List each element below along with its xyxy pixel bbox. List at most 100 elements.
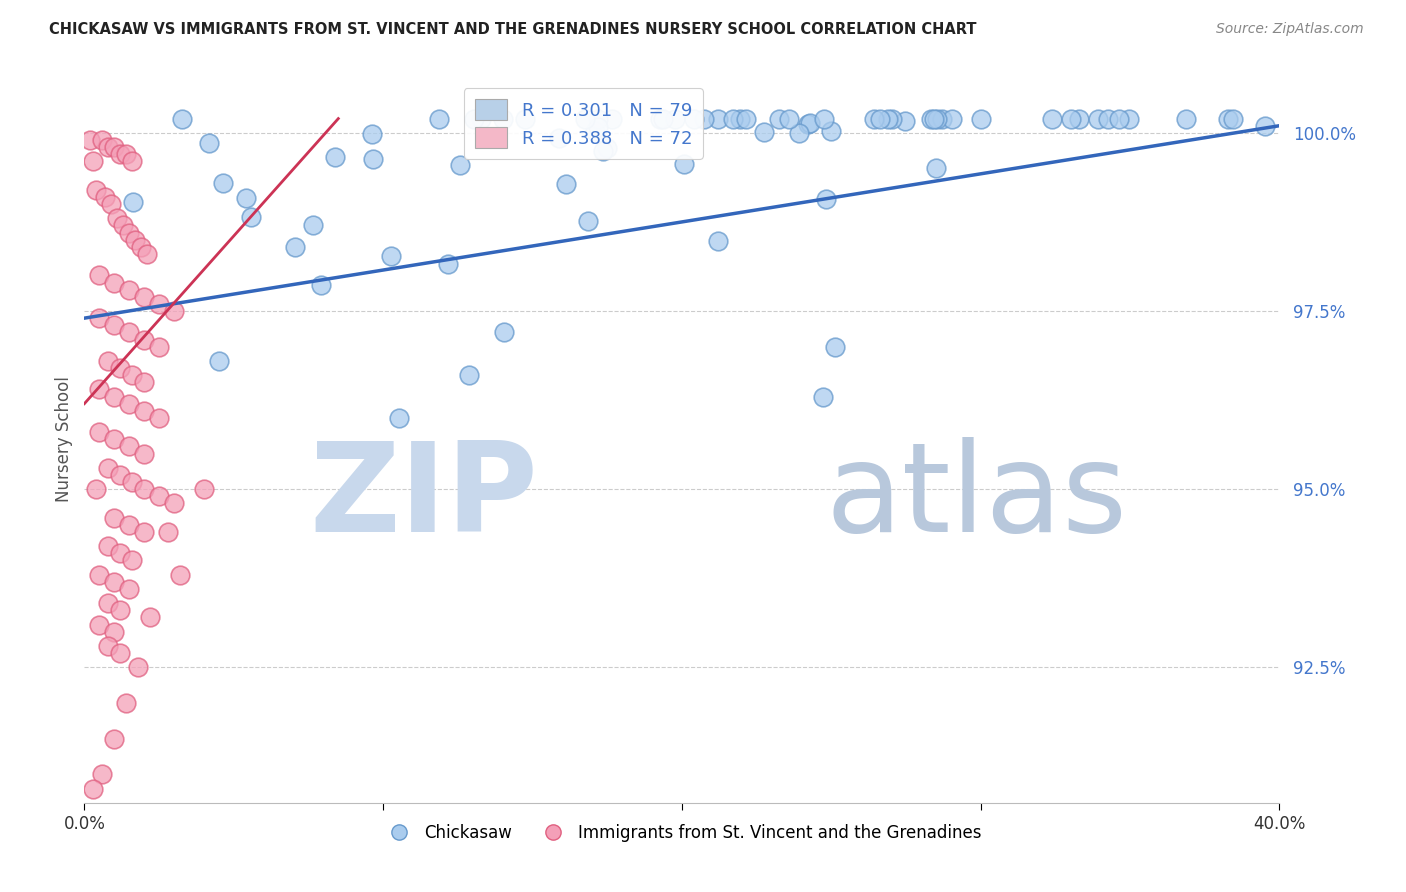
Point bbox=[941, 112, 963, 126]
Point bbox=[103, 510, 125, 524]
Point bbox=[323, 150, 346, 164]
Point bbox=[1253, 119, 1275, 133]
Point bbox=[97, 596, 120, 610]
Point bbox=[436, 256, 458, 270]
Point bbox=[592, 144, 614, 158]
Point bbox=[170, 112, 193, 126]
Point bbox=[815, 192, 838, 206]
Point bbox=[103, 433, 125, 447]
Point bbox=[664, 112, 686, 126]
Point bbox=[118, 582, 141, 596]
Point bbox=[513, 112, 536, 126]
Point bbox=[89, 383, 111, 397]
Point bbox=[82, 154, 104, 169]
Point bbox=[813, 112, 835, 126]
Point bbox=[124, 233, 146, 247]
Point bbox=[1087, 112, 1109, 126]
Point bbox=[863, 112, 886, 126]
Point bbox=[427, 112, 450, 126]
Point bbox=[193, 482, 215, 496]
Point bbox=[706, 112, 728, 126]
Point bbox=[876, 112, 898, 126]
Point bbox=[1067, 112, 1090, 126]
Point bbox=[380, 249, 402, 263]
Point bbox=[132, 333, 156, 347]
Point bbox=[79, 133, 101, 147]
Point bbox=[360, 127, 382, 141]
Point bbox=[86, 482, 108, 496]
Point bbox=[799, 115, 821, 129]
Point bbox=[121, 368, 143, 383]
Point bbox=[470, 112, 492, 126]
Point bbox=[754, 124, 776, 138]
Point bbox=[118, 326, 141, 340]
Point bbox=[768, 112, 790, 126]
Point bbox=[880, 112, 903, 126]
Point bbox=[86, 183, 108, 197]
Point bbox=[797, 117, 820, 131]
Point bbox=[115, 147, 138, 161]
Point bbox=[672, 157, 695, 171]
Point bbox=[110, 546, 132, 560]
Point bbox=[651, 112, 673, 126]
Point bbox=[129, 240, 152, 254]
Point bbox=[457, 368, 479, 383]
Text: Source: ZipAtlas.com: Source: ZipAtlas.com bbox=[1216, 22, 1364, 37]
Point bbox=[1216, 112, 1239, 126]
Point bbox=[212, 176, 235, 190]
Point bbox=[89, 268, 111, 283]
Point bbox=[110, 467, 132, 482]
Point bbox=[136, 247, 159, 261]
Point bbox=[924, 161, 946, 175]
Point bbox=[1108, 112, 1130, 126]
Point bbox=[600, 112, 623, 126]
Point bbox=[118, 439, 141, 453]
Point bbox=[735, 112, 758, 126]
Point bbox=[105, 211, 128, 226]
Legend: Chickasaw, Immigrants from St. Vincent and the Grenadines: Chickasaw, Immigrants from St. Vincent a… bbox=[375, 818, 988, 849]
Point bbox=[163, 304, 186, 318]
Point bbox=[492, 326, 515, 340]
Point bbox=[91, 133, 114, 147]
Point bbox=[588, 120, 610, 134]
Point bbox=[148, 411, 170, 425]
Point bbox=[110, 147, 132, 161]
Point bbox=[82, 781, 104, 796]
Text: ZIP: ZIP bbox=[309, 437, 538, 558]
Point bbox=[132, 482, 156, 496]
Point bbox=[103, 731, 125, 746]
Point bbox=[103, 574, 125, 589]
Point bbox=[139, 610, 162, 624]
Point bbox=[121, 194, 143, 209]
Point bbox=[586, 112, 609, 126]
Point bbox=[970, 112, 993, 126]
Text: atlas: atlas bbox=[825, 437, 1128, 558]
Point bbox=[449, 157, 471, 171]
Point bbox=[132, 446, 156, 460]
Point bbox=[121, 154, 143, 169]
Point bbox=[931, 112, 953, 126]
Point bbox=[576, 213, 599, 227]
Point bbox=[127, 660, 149, 674]
Point bbox=[148, 340, 170, 354]
Point bbox=[492, 112, 515, 126]
Point bbox=[924, 112, 946, 126]
Y-axis label: Nursery School: Nursery School bbox=[55, 376, 73, 502]
Point bbox=[920, 112, 942, 126]
Point bbox=[693, 112, 716, 126]
Point bbox=[548, 130, 571, 145]
Point bbox=[650, 112, 672, 126]
Point bbox=[820, 124, 842, 138]
Point bbox=[869, 112, 891, 126]
Point bbox=[208, 354, 231, 368]
Point bbox=[778, 112, 800, 126]
Point bbox=[110, 646, 132, 660]
Point bbox=[583, 124, 606, 138]
Point bbox=[103, 318, 125, 333]
Point bbox=[100, 197, 122, 211]
Point bbox=[721, 112, 744, 126]
Point bbox=[1222, 112, 1244, 126]
Point bbox=[1059, 112, 1081, 126]
Point bbox=[118, 517, 141, 532]
Point bbox=[89, 567, 111, 582]
